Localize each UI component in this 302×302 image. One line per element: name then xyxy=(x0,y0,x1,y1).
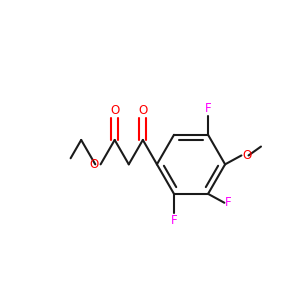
Text: O: O xyxy=(90,158,99,171)
Text: O: O xyxy=(138,104,147,117)
Text: F: F xyxy=(205,102,211,115)
Text: O: O xyxy=(242,149,252,162)
Text: F: F xyxy=(225,196,232,209)
Text: F: F xyxy=(171,214,177,227)
Text: O: O xyxy=(110,104,119,117)
